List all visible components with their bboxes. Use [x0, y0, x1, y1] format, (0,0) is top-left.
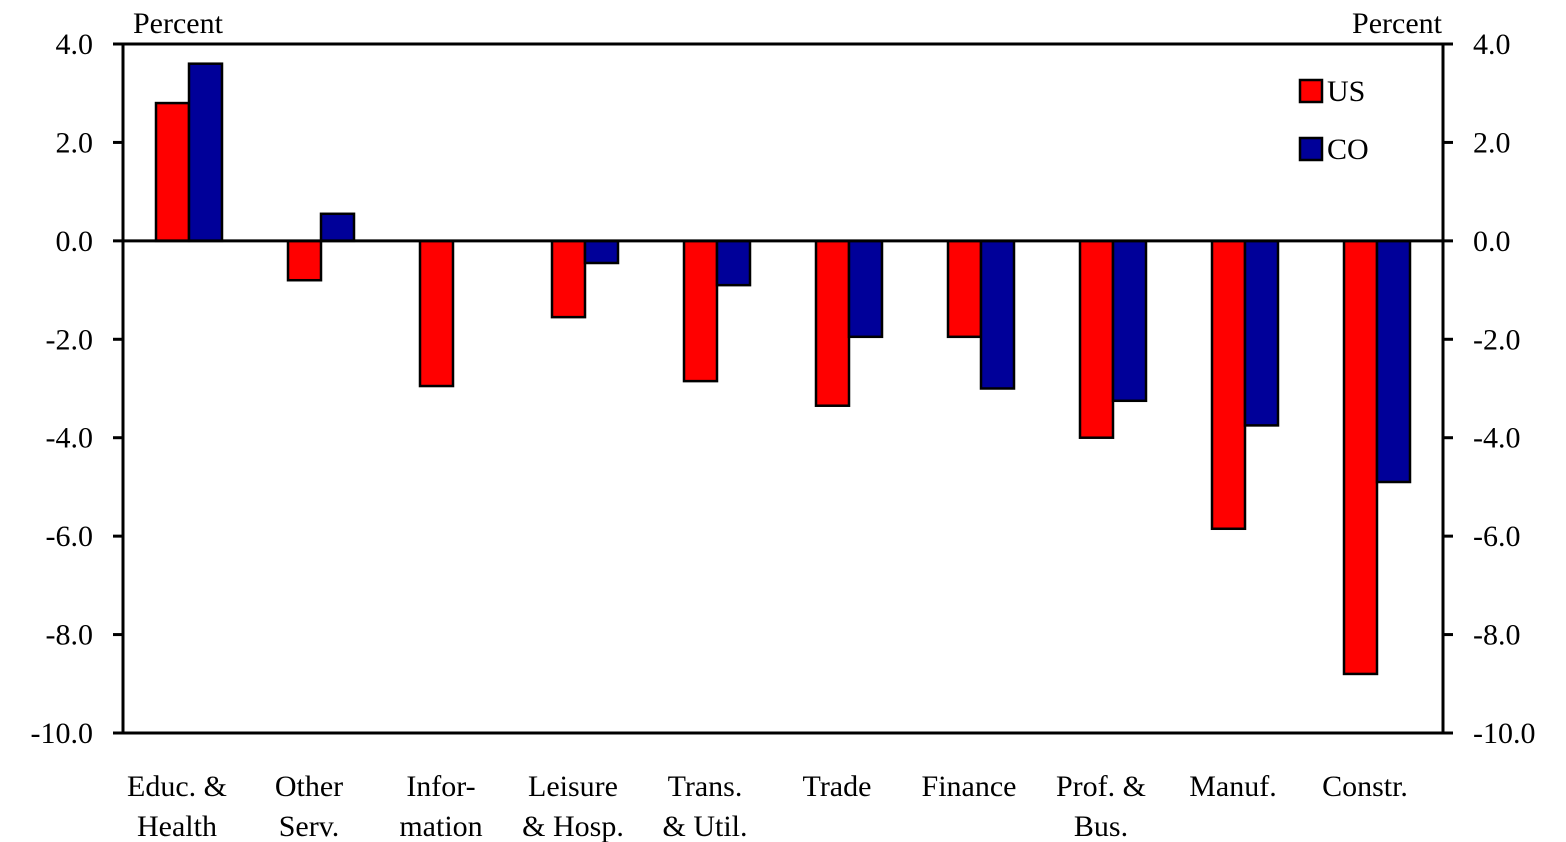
- bar-us-9: [1342, 239, 1379, 676]
- bars-layer: [154, 62, 1412, 676]
- category-label: Health: [137, 810, 217, 842]
- left-tick-label: -8.0: [46, 619, 94, 652]
- category-label: Serv.: [279, 810, 340, 842]
- bar-co-5: [847, 239, 884, 339]
- category-label: Other: [275, 770, 343, 803]
- right-tick-label: -2.0: [1473, 323, 1521, 356]
- bar-co-6: [979, 239, 1016, 390]
- right-axis: 4.0 2.0 0.0 -2.0 -4.0 -6.0 -8.0 -10.0: [1443, 28, 1536, 750]
- category-label: Trans.: [668, 770, 743, 803]
- bar-co-7: [1111, 239, 1148, 403]
- category-label: Constr.: [1322, 770, 1408, 803]
- bar-co-0: [187, 62, 224, 243]
- bar-us-6: [946, 239, 983, 339]
- bar-co-3: [583, 239, 620, 265]
- bar-us-0: [154, 101, 191, 243]
- category-label: Infor-: [406, 770, 475, 803]
- left-tick-label: -2.0: [46, 323, 94, 356]
- category-label: Educ. &: [127, 770, 227, 803]
- category-label: Leisure: [528, 770, 618, 803]
- left-tick-label: 2.0: [56, 126, 94, 159]
- category-label: & Util.: [662, 810, 747, 842]
- left-tick-label: -6.0: [46, 520, 94, 553]
- bar-us-2: [418, 239, 455, 388]
- right-tick-label: 4.0: [1473, 28, 1511, 61]
- right-tick-label: -4.0: [1473, 422, 1521, 455]
- category-label: Finance: [922, 770, 1017, 803]
- legend-label-co: CO: [1327, 133, 1369, 166]
- category-labels: Educ. & Health Other Serv. Infor-mation Leisu…: [127, 770, 1408, 842]
- left-axis-title: Percent: [133, 7, 224, 40]
- category-label: Manuf.: [1189, 770, 1276, 803]
- bar-us-3: [550, 239, 587, 319]
- left-tick-label: -10.0: [31, 717, 94, 750]
- left-axis: 4.0 2.0 0.0 -2.0 -4.0 -6.0 -8.0 -10.0: [31, 28, 123, 750]
- plot-frame: [121, 42, 1445, 735]
- right-tick-label: 2.0: [1473, 126, 1511, 159]
- bar-us-1: [286, 239, 323, 282]
- category-label: & Hosp.: [522, 810, 624, 842]
- right-tick-label: 0.0: [1473, 225, 1511, 258]
- category-label: Trade: [803, 770, 872, 803]
- legend-swatch-us: [1298, 78, 1324, 104]
- left-tick-label: 0.0: [56, 225, 94, 258]
- left-tick-label: 4.0: [56, 28, 94, 61]
- legend: US CO: [1298, 75, 1369, 166]
- bar-co-9: [1375, 239, 1412, 484]
- bar-us-5: [814, 239, 851, 407]
- bar-us-4: [682, 239, 719, 383]
- category-label: Bus.: [1074, 810, 1128, 842]
- right-axis-title: Percent: [1352, 7, 1443, 40]
- category-label: mation: [399, 810, 482, 842]
- bar-us-8: [1210, 239, 1247, 531]
- right-tick-label: -10.0: [1473, 717, 1536, 750]
- category-label: Prof. &: [1056, 770, 1146, 803]
- right-tick-label: -8.0: [1473, 619, 1521, 652]
- right-tick-label: -6.0: [1473, 520, 1521, 553]
- bar-co-1: [319, 212, 356, 243]
- bar-co-8: [1243, 239, 1280, 427]
- legend-label-us: US: [1327, 75, 1365, 108]
- left-tick-label: -4.0: [46, 422, 94, 455]
- bar-us-7: [1078, 239, 1115, 439]
- legend-swatch-co: [1298, 136, 1324, 162]
- bar-co-4: [715, 239, 752, 287]
